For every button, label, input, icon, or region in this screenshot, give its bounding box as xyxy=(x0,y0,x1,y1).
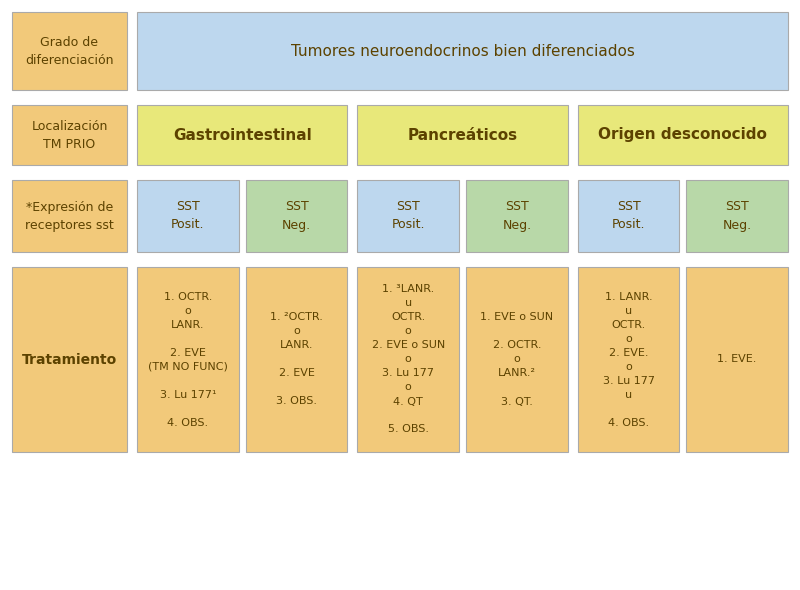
FancyBboxPatch shape xyxy=(358,267,459,452)
FancyBboxPatch shape xyxy=(246,180,347,252)
FancyBboxPatch shape xyxy=(578,267,679,452)
Text: Tumores neuroendocrinos bien diferenciados: Tumores neuroendocrinos bien diferenciad… xyxy=(290,44,634,58)
FancyBboxPatch shape xyxy=(578,105,788,165)
FancyBboxPatch shape xyxy=(466,180,568,252)
Text: 1. LANR.
u
OCTR.
o
2. EVE.
o
3. Lu 177
u

4. OBS.: 1. LANR. u OCTR. o 2. EVE. o 3. Lu 177 u… xyxy=(602,291,654,428)
FancyBboxPatch shape xyxy=(12,105,127,165)
FancyBboxPatch shape xyxy=(12,180,127,252)
FancyBboxPatch shape xyxy=(137,267,238,452)
FancyBboxPatch shape xyxy=(466,267,568,452)
Text: Gastrointestinal: Gastrointestinal xyxy=(173,127,311,143)
Text: 1. EVE o SUN

2. OCTR.
o
LANR.²

3. QT.: 1. EVE o SUN 2. OCTR. o LANR.² 3. QT. xyxy=(480,313,554,407)
Text: Tratamiento: Tratamiento xyxy=(22,352,117,366)
FancyBboxPatch shape xyxy=(358,105,568,165)
Text: Grado de
diferenciación: Grado de diferenciación xyxy=(26,35,114,67)
FancyBboxPatch shape xyxy=(686,180,788,252)
Text: Pancreáticos: Pancreáticos xyxy=(407,127,518,143)
Text: SST
Neg.: SST Neg. xyxy=(722,201,752,231)
Text: 1. OCTR.
o
LANR.

2. EVE
(TM NO FUNC)

3. Lu 177¹

4. OBS.: 1. OCTR. o LANR. 2. EVE (TM NO FUNC) 3. … xyxy=(148,291,228,428)
Text: Localización
TM PRIO: Localización TM PRIO xyxy=(31,120,108,150)
Text: 1. ³LANR.
u
OCTR.
o
2. EVE o SUN
o
3. Lu 177
o
4. QT

5. OBS.: 1. ³LANR. u OCTR. o 2. EVE o SUN o 3. Lu… xyxy=(371,284,445,434)
FancyBboxPatch shape xyxy=(137,12,788,90)
Text: SST
Posit.: SST Posit. xyxy=(612,201,646,231)
FancyBboxPatch shape xyxy=(246,267,347,452)
FancyBboxPatch shape xyxy=(137,105,347,165)
FancyBboxPatch shape xyxy=(578,180,679,252)
Text: SST
Neg.: SST Neg. xyxy=(502,201,531,231)
Text: 1. ²OCTR.
o
LANR.

2. EVE

3. OBS.: 1. ²OCTR. o LANR. 2. EVE 3. OBS. xyxy=(270,313,323,407)
Text: *Expresión de
receptores sst: *Expresión de receptores sst xyxy=(25,201,114,231)
Text: SST
Posit.: SST Posit. xyxy=(391,201,425,231)
FancyBboxPatch shape xyxy=(12,12,127,90)
FancyBboxPatch shape xyxy=(12,267,127,452)
Text: 1. EVE.: 1. EVE. xyxy=(718,355,757,365)
FancyBboxPatch shape xyxy=(137,180,238,252)
FancyBboxPatch shape xyxy=(686,267,788,452)
Text: SST
Neg.: SST Neg. xyxy=(282,201,311,231)
Text: Origen desconocido: Origen desconocido xyxy=(598,127,767,143)
Text: SST
Posit.: SST Posit. xyxy=(171,201,205,231)
FancyBboxPatch shape xyxy=(358,180,459,252)
